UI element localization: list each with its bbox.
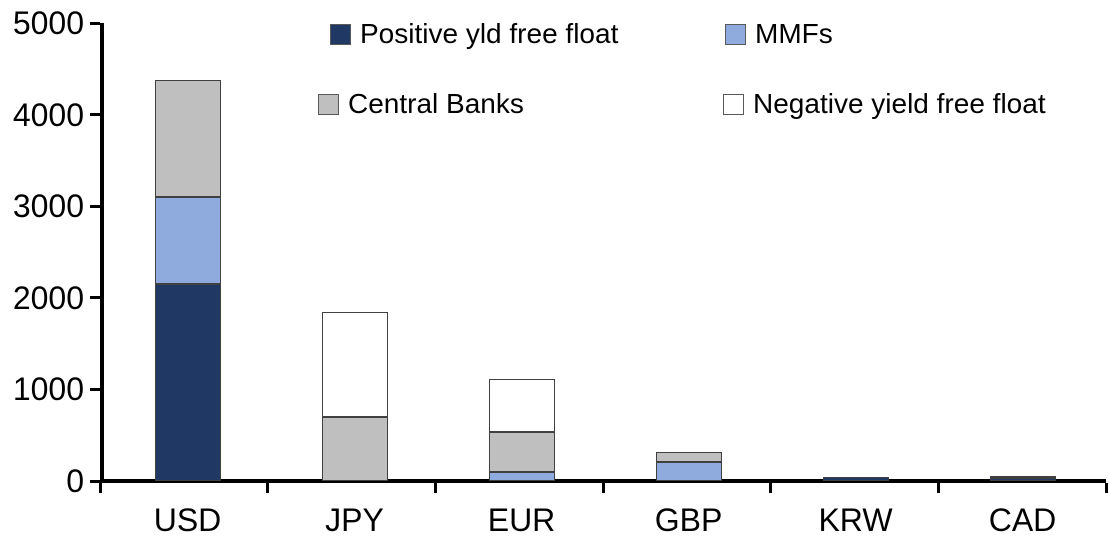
bar-segment-krw-positive-yld-free-float	[822, 477, 889, 481]
legend-label-central-banks: Central Banks	[348, 88, 524, 119]
legend-swatch-central-banks-icon	[318, 93, 339, 115]
bar-segment-usd-positive-yld-free-float	[154, 284, 221, 481]
y-axis-tick-label: 5000	[12, 5, 84, 41]
bar-segment-eur-central-banks	[488, 432, 555, 472]
x-axis-label-jpy: JPY	[325, 502, 384, 538]
y-axis-tick-label: 1000	[12, 371, 84, 408]
legend-entry-mmfs: MMFs	[725, 18, 833, 49]
y-axis-tick	[90, 479, 100, 483]
bar-segment-eur-negative-yield-free-float	[488, 379, 555, 433]
legend-entry-central-banks: Central Banks	[318, 88, 524, 119]
bar-segment-jpy-negative-yield-free-float	[321, 312, 388, 417]
y-axis-tick	[90, 204, 100, 208]
y-axis-tick	[90, 21, 100, 25]
x-axis-tick	[433, 483, 437, 493]
legend-swatch-negative-yield-free-float-icon	[723, 93, 744, 115]
x-axis-label-usd: USD	[153, 502, 222, 538]
x-axis-tick	[1104, 483, 1108, 493]
x-axis-label-krw: KRW	[818, 502, 893, 538]
y-axis-tick-label: 4000	[12, 96, 84, 133]
x-axis-label-gbp: GBP	[654, 502, 723, 538]
x-axis-tick	[936, 483, 940, 493]
y-axis-tick-label: 2000	[12, 279, 84, 316]
bar-segment-gbp-mmfs	[655, 461, 722, 481]
bar-segment-usd-mmfs	[154, 197, 221, 285]
y-axis-tick-label: 3000	[12, 188, 84, 225]
x-axis-tick	[98, 483, 102, 493]
legend-entry-negative-yield-free-float: Negative yield free float	[723, 88, 1046, 119]
x-axis-line	[100, 479, 1106, 483]
x-axis-label-eur: EUR	[487, 502, 556, 538]
legend-entry-positive-yld-free-float: Positive yld free float	[330, 18, 619, 49]
bar-segment-eur-mmfs	[488, 471, 555, 481]
bar-segment-cad-positive-yld-free-float	[989, 478, 1056, 481]
bar-segment-cad-central-banks	[989, 475, 1056, 479]
legend-label-mmfs: MMFs	[755, 18, 833, 49]
y-axis-tick	[90, 387, 100, 391]
legend-label-positive-yld-free-float: Positive yld free float	[360, 18, 619, 49]
legend-swatch-positive-yld-free-float-icon	[330, 23, 351, 45]
legend-swatch-mmfs-icon	[725, 23, 746, 45]
y-axis-tick-label: 0	[66, 463, 84, 499]
y-axis-tick	[90, 296, 100, 300]
y-axis-tick	[90, 113, 100, 117]
legend-label-negative-yield-free-float: Negative yield free float	[753, 88, 1046, 119]
bar-segment-gbp-central-banks	[655, 451, 722, 462]
x-axis-tick	[769, 483, 773, 493]
y-axis-line	[100, 23, 104, 483]
bar-segment-usd-central-banks	[154, 79, 221, 198]
x-axis-tick	[266, 483, 270, 493]
x-axis-label-cad: CAD	[988, 502, 1057, 538]
bar-segment-jpy-central-banks	[321, 416, 388, 481]
x-axis-tick	[601, 483, 605, 493]
